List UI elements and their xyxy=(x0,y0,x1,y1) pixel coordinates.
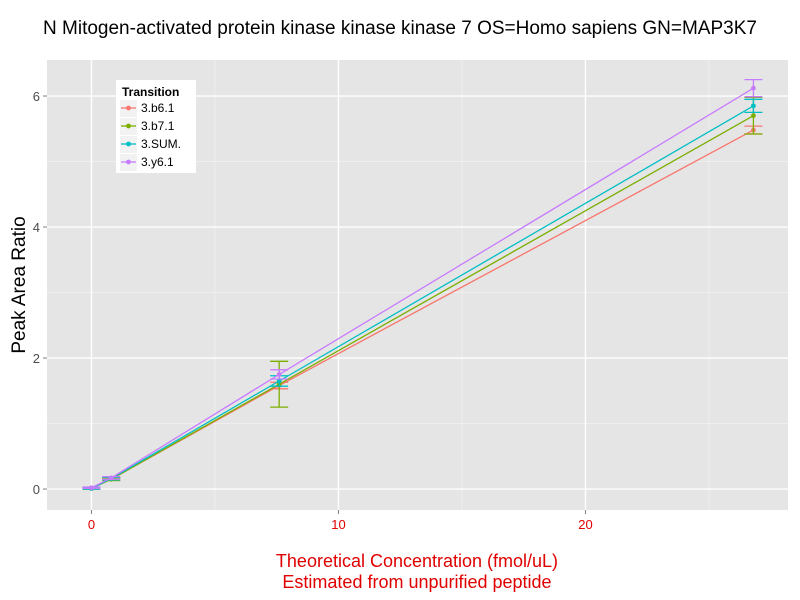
data-point xyxy=(276,378,282,384)
chart-title: N Mitogen-activated protein kinase kinas… xyxy=(43,18,757,39)
legend-title: Transition xyxy=(122,85,179,99)
legend-label: 3.y6.1 xyxy=(141,155,174,169)
y-tick-label: 0 xyxy=(33,482,40,497)
legend-key-point xyxy=(126,159,131,165)
legend-label: 3.b7.1 xyxy=(141,119,175,133)
legend-item: 3.y6.1 xyxy=(120,154,174,171)
series-layer xyxy=(82,79,763,491)
data-point xyxy=(751,85,756,91)
data-point xyxy=(108,475,114,481)
x-tick-label: 20 xyxy=(578,517,592,532)
y-tick-label: 6 xyxy=(33,89,40,104)
legend-items: 3.b6.1 3.b7.1 3.SUM. 3.y6.1 xyxy=(120,100,181,171)
legend-key-point xyxy=(126,141,131,147)
y-ticks: 0 2 4 6 xyxy=(33,89,47,497)
x-axis-title-line2: Estimated from unpurified peptide xyxy=(282,572,551,592)
x-tick-label: 0 xyxy=(88,517,95,532)
legend-key-point xyxy=(126,123,131,129)
legend: Transition 3.b6.1 3.b7.1 3.SUM. 3.y6.1 xyxy=(116,80,196,173)
legend-label: 3.SUM. xyxy=(141,137,181,151)
legend-item: 3.b6.1 xyxy=(120,100,175,117)
legend-key-point xyxy=(126,105,131,111)
legend-item: 3.SUM. xyxy=(120,136,181,153)
data-point xyxy=(276,372,282,377)
series-line xyxy=(91,87,754,489)
x-axis-title-line1: Theoretical Concentration (fmol/uL) xyxy=(276,551,558,571)
y-tick-label: 2 xyxy=(33,351,40,366)
data-point xyxy=(751,103,756,109)
y-axis-title: Peak Area Ratio xyxy=(9,216,30,353)
grid-lines xyxy=(47,60,788,510)
data-point xyxy=(751,113,756,119)
y-tick-label: 4 xyxy=(33,220,40,235)
x-ticks: 0 10 20 xyxy=(88,510,593,532)
x-tick-label: 10 xyxy=(331,517,345,532)
data-point xyxy=(89,485,94,491)
legend-label: 3.b6.1 xyxy=(141,101,175,115)
legend-item: 3.b7.1 xyxy=(120,118,175,135)
series-3.y6.1 xyxy=(82,79,763,491)
